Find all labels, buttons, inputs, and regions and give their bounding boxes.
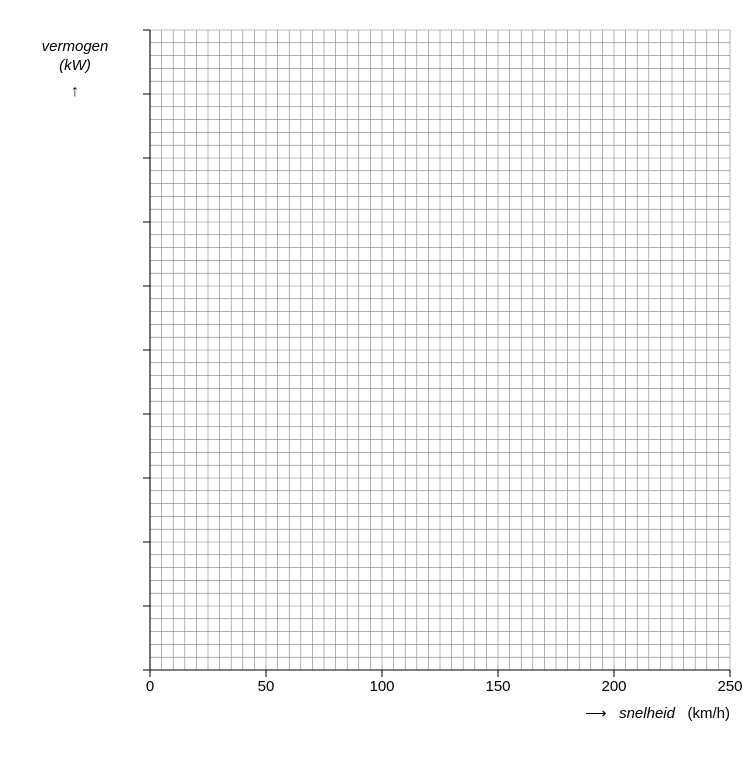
plot-area bbox=[150, 30, 730, 670]
x-axis-label-text: snelheid bbox=[619, 705, 675, 722]
x-axis-label: ⟶ snelheid (km/h) bbox=[150, 704, 730, 722]
x-tick-label: 150 bbox=[485, 678, 510, 695]
y-axis-label-line1: vermogen bbox=[30, 38, 120, 57]
x-axis-arrow-icon: ⟶ bbox=[585, 705, 607, 722]
x-tick-label: 100 bbox=[369, 678, 394, 695]
x-tick-label: 50 bbox=[258, 678, 275, 695]
x-tick-labels: 050100150200250 bbox=[150, 678, 730, 698]
y-axis-arrow-icon: ↑ bbox=[30, 82, 120, 102]
y-axis-label: vermogen (kW) ↑ bbox=[30, 38, 120, 102]
chart-grid bbox=[150, 30, 730, 670]
chart-container: vermogen (kW) ↑ 0 50 100 150 200 250 ⟶ snelhe… bbox=[20, 20, 743, 753]
x-tick-label: 200 bbox=[601, 678, 626, 695]
x-tick-label: 0 bbox=[146, 678, 154, 695]
x-axis-unit: (km/h) bbox=[688, 705, 731, 722]
x-tick-label: 250 bbox=[717, 678, 742, 695]
y-axis-label-line2: (kW) bbox=[30, 57, 120, 76]
